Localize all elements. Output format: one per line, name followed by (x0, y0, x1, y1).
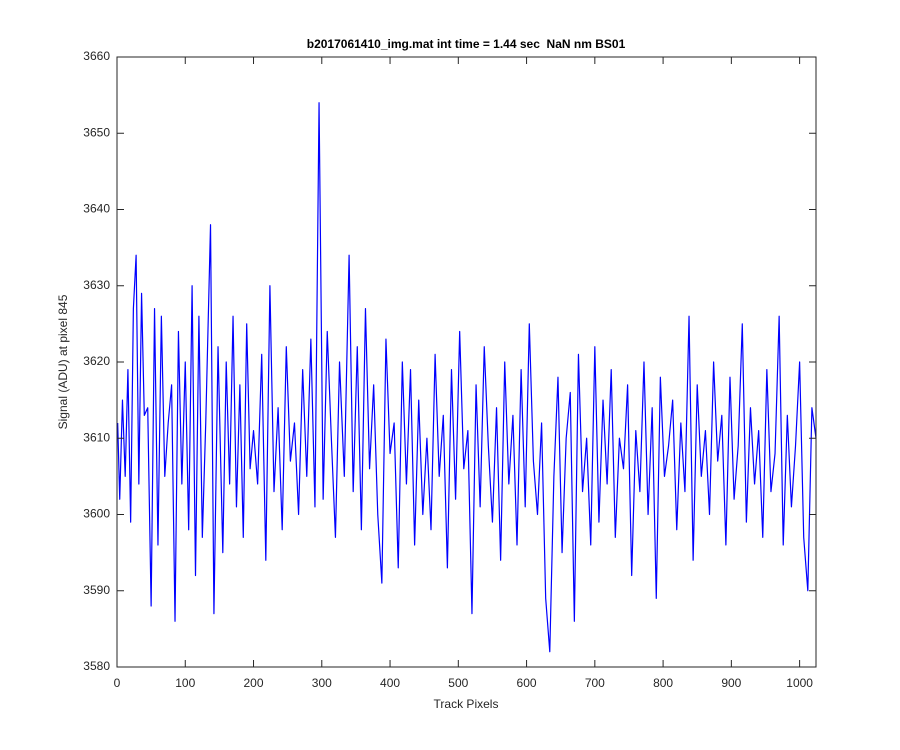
y-axis-label: Signal (ADU) at pixel 845 (56, 294, 70, 429)
x-tick-label: 700 (585, 676, 605, 690)
y-tick-label: 3630 (83, 278, 110, 292)
y-tick-label: 3590 (83, 583, 110, 597)
y-tick-label: 3640 (83, 202, 110, 216)
x-tick-label: 800 (653, 676, 673, 690)
x-tick-label: 900 (721, 676, 741, 690)
y-tick-label: 3580 (83, 659, 110, 673)
x-tick-label: 200 (244, 676, 264, 690)
chart-title: b2017061410_img.mat int time = 1.44 sec … (307, 37, 626, 51)
y-tick-label: 3650 (83, 125, 110, 139)
x-tick-label: 100 (175, 676, 195, 690)
x-axis-label: Track Pixels (434, 697, 499, 711)
x-tick-label: 600 (517, 676, 537, 690)
x-tick-label: 400 (380, 676, 400, 690)
y-tick-label: 3620 (83, 354, 110, 368)
data-line (117, 102, 817, 653)
x-tick-label: 300 (312, 676, 332, 690)
y-tick-label: 3660 (83, 49, 110, 63)
y-tick-label: 3610 (83, 430, 110, 444)
x-tick-label: 500 (448, 676, 468, 690)
x-tick-label: 1000 (786, 676, 813, 690)
x-tick-label: 0 (114, 676, 121, 690)
y-tick-label: 3600 (83, 507, 110, 521)
